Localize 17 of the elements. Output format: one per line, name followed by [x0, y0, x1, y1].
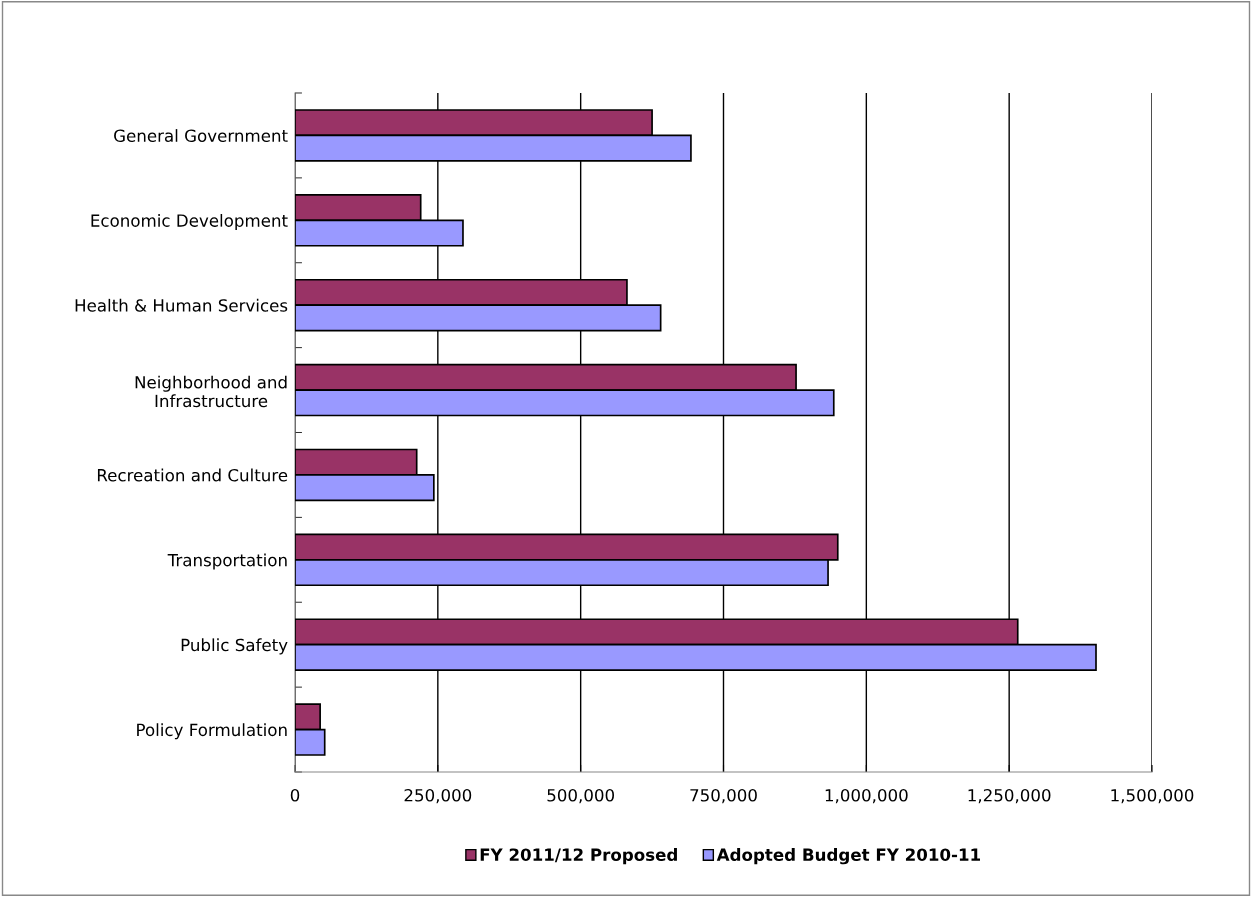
y-tick-label: General Government — [114, 129, 288, 143]
x-tick-label: 1,250,000 — [968, 788, 1051, 804]
x-tick-label: 0 — [290, 788, 300, 802]
x-tick-label: 1,500,000 — [1111, 788, 1194, 804]
x-tick-label: 250,000 — [404, 788, 472, 804]
y-tick-label: Transportation — [167, 553, 287, 570]
y-tick-label: Policy Formulation — [137, 723, 287, 740]
y-tick-label: Health & Human Services — [75, 298, 288, 312]
y-tick-label: Neighborhood and Infrastructure — [135, 375, 287, 408]
x-tick-label: 1,000,000 — [825, 788, 908, 804]
y-tick-label: Public Safety — [181, 638, 288, 655]
x-tick-label: 500,000 — [547, 788, 615, 804]
legend-label: FY 2011/12 Proposed — [480, 848, 677, 865]
y-tick-label: Recreation and Culture — [97, 468, 288, 482]
x-tick-label: 750,000 — [690, 788, 757, 804]
legend-label: Adopted Budget FY 2010-11 — [716, 848, 980, 865]
y-tick-label: Economic Development — [91, 213, 288, 231]
